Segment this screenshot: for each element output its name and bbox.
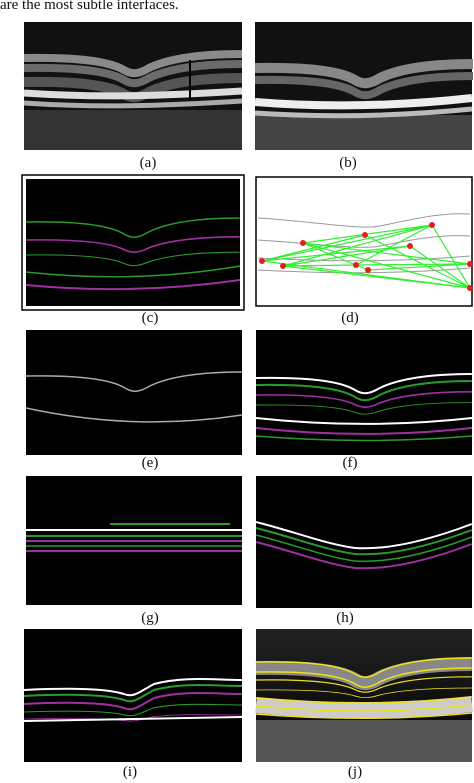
caption: (g) (141, 610, 159, 626)
figure-shape (407, 243, 413, 249)
figure-shape (254, 94, 473, 110)
panel-c (21, 174, 245, 311)
figure-shape (365, 267, 371, 273)
figure-shape (282, 245, 411, 267)
caption: (j) (348, 764, 362, 780)
figure-shape (300, 240, 306, 246)
panel-j (256, 629, 472, 762)
figure-shape (255, 435, 473, 442)
figure-shape (467, 285, 473, 291)
figure-shape (23, 87, 243, 100)
figure-shape (254, 106, 473, 119)
figure-shape (467, 261, 473, 267)
panel-b (255, 22, 473, 150)
figure-shape (255, 696, 473, 719)
figure-shape (362, 232, 368, 238)
caption: (b) (339, 155, 357, 171)
figure-shape (282, 264, 357, 267)
figure-shape (261, 224, 433, 262)
figure-shape (255, 176, 473, 307)
figure-shape (302, 242, 471, 289)
figure-shape (431, 224, 471, 289)
figure-shape (282, 224, 433, 267)
figure-shape (261, 224, 471, 289)
figure-shape (25, 265, 241, 278)
figure-shape (261, 245, 411, 262)
figure-shape (302, 242, 471, 265)
figure-shape (364, 234, 471, 289)
figure-shape (259, 222, 473, 291)
figure-shape (409, 245, 471, 289)
figure-shape (23, 98, 243, 109)
figure-shape (255, 427, 473, 435)
figure-shape (25, 279, 241, 291)
panel-i (23, 629, 243, 762)
figure-shape (282, 265, 471, 289)
figure-shape (25, 407, 243, 423)
caption: (f) (343, 455, 358, 471)
caption: (c) (142, 310, 159, 326)
figure-shape (429, 222, 435, 228)
caption: (h) (336, 610, 354, 626)
panel-d (255, 176, 473, 307)
figure-shape (355, 224, 433, 266)
figure-shape (256, 720, 472, 762)
figure-shape (26, 330, 242, 455)
panel-h (255, 476, 473, 608)
panel-a (24, 22, 242, 150)
figure-shape (367, 263, 471, 271)
caption: (i) (123, 764, 137, 780)
panel-e (25, 330, 243, 455)
figure-shape (255, 696, 473, 704)
figure-shape (280, 263, 286, 269)
figure-shape (255, 704, 473, 712)
panel-g (26, 476, 242, 605)
figure-shape (255, 115, 472, 150)
intro-text: are the most subtle interfaces. (0, 0, 179, 13)
figure-shape (23, 716, 243, 722)
figure-shape (355, 263, 471, 266)
figure-shape (24, 110, 242, 150)
caption: (d) (341, 310, 359, 326)
figure-shape (259, 258, 265, 264)
caption: (a) (140, 155, 157, 171)
figure-shape (353, 262, 359, 268)
figure-shape (257, 213, 471, 228)
figure-shape (255, 417, 473, 425)
figure-shape (255, 657, 473, 720)
panel-f (255, 330, 473, 455)
figure-shape (255, 712, 473, 720)
caption: (e) (142, 455, 159, 471)
